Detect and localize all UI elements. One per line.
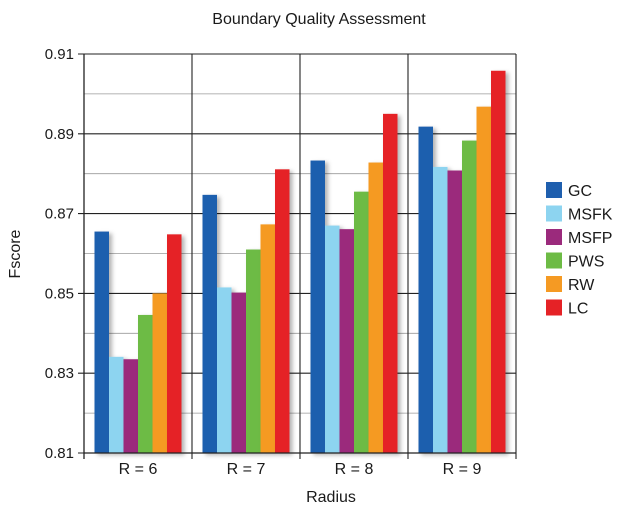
legend-swatch-msfp [546,229,562,245]
legend-label-msfk: MSFK [568,207,613,224]
legend: GC MSFK MSFP PWS RW LC [546,182,613,318]
bar-msfp-3 [339,229,354,453]
bar-rw-1 [152,293,167,453]
bar-msfk-2 [217,287,232,453]
bar-msfk-1 [109,356,124,453]
legend-swatch-lc [546,299,562,316]
bar-lc-2 [275,169,290,453]
y-tick-label: 0.87 [45,206,74,223]
legend-swatch-gc [546,182,562,198]
chart-title: Boundary Quality Assessment [212,11,426,28]
x-tick-label: R = 8 [335,461,374,478]
bar-pws-3 [354,191,369,453]
legend-swatch-msfk [546,205,562,222]
bar-msfp-2 [231,292,246,453]
bar-pws-1 [138,314,153,453]
bar-pws-2 [246,249,261,453]
y-axis-label: Fscore [7,229,24,278]
y-tick-label: 0.85 [45,285,74,302]
bar-rw-3 [368,162,383,453]
bar-lc-1 [167,234,182,453]
bar-gc-2 [202,194,217,454]
bar-gc-1 [94,231,109,453]
axes: 0.81 0.83 0.85 0.87 0.89 0.91 R = 6 R = 7 R = 8 R… [45,46,517,478]
y-tick-label: 0.83 [45,365,74,382]
bars [94,70,506,454]
bar-rw-4 [476,106,491,453]
bar-msfk-4 [433,166,448,454]
bar-gc-4 [418,126,433,454]
bar-lc-4 [491,70,506,454]
x-tick-label: R = 6 [119,461,158,478]
bar-pws-4 [462,140,477,453]
bar-msfk-3 [325,225,340,453]
bar-msfp-4 [447,170,462,453]
legend-label-gc: GC [568,183,592,200]
y-tick-label: 0.81 [45,445,74,462]
bar-gc-3 [310,160,325,453]
legend-label-pws: PWS [568,254,604,271]
bar-lc-3 [383,113,398,453]
y-tick-label: 0.91 [45,46,74,63]
x-tick-label: R = 7 [227,461,266,478]
legend-swatch-pws [546,252,562,269]
legend-label-rw: RW [568,277,595,294]
legend-swatch-rw [546,276,562,292]
x-tick-label: R = 9 [443,461,482,478]
bar-msfp-1 [123,359,138,453]
legend-label-lc: LC [568,301,588,318]
legend-label-msfp: MSFP [568,230,612,247]
y-tick-label: 0.89 [45,126,74,143]
bar-rw-2 [260,224,275,453]
x-axis-label: Radius [306,489,356,506]
